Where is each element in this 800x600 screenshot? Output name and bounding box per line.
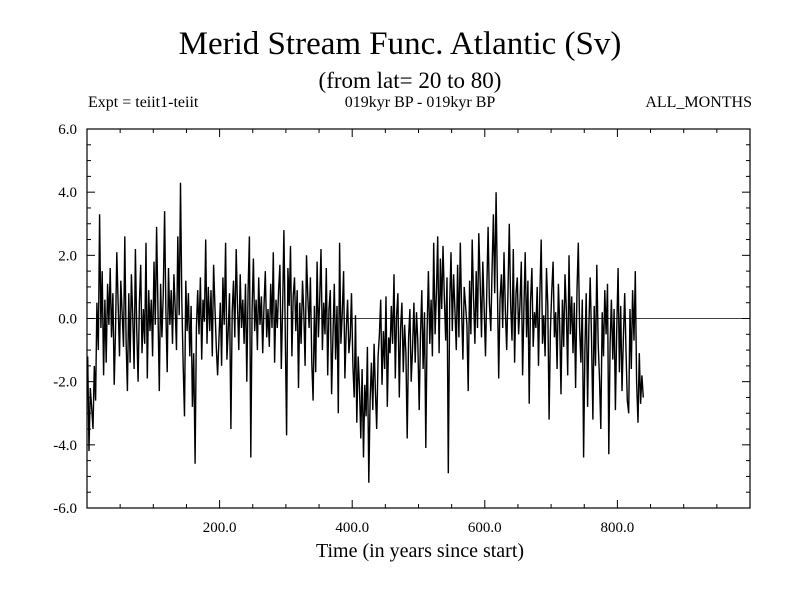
time-range-label: 019kyr BP - 019kyr BP (344, 94, 496, 111)
experiment-label: Expt = teiit1-teiit (88, 94, 199, 111)
y-tick-label: 2.0 (58, 248, 77, 264)
x-tick-label: 200.0 (203, 520, 237, 536)
chart-subtitle: (from lat= 20 to 80) (318, 68, 502, 93)
x-tick-label: 600.0 (468, 520, 502, 536)
x-axis-label: Time (in years since start) (315, 540, 525, 562)
chart-title: Merid Stream Func. Atlantic (Sv) (178, 26, 622, 62)
y-tick-label: -4.0 (53, 438, 77, 454)
x-tick-label: 400.0 (335, 520, 369, 536)
y-tick-label: -2.0 (53, 375, 77, 391)
y-tick-label: 4.0 (58, 185, 77, 201)
y-tick-label: -6.0 (53, 501, 77, 517)
months-label: ALL_MONTHS (645, 94, 752, 111)
series-line (87, 182, 644, 483)
x-tick-label: 800.0 (601, 520, 635, 536)
y-tick-label: 0.0 (58, 312, 77, 328)
y-tick-label: 6.0 (58, 122, 77, 138)
